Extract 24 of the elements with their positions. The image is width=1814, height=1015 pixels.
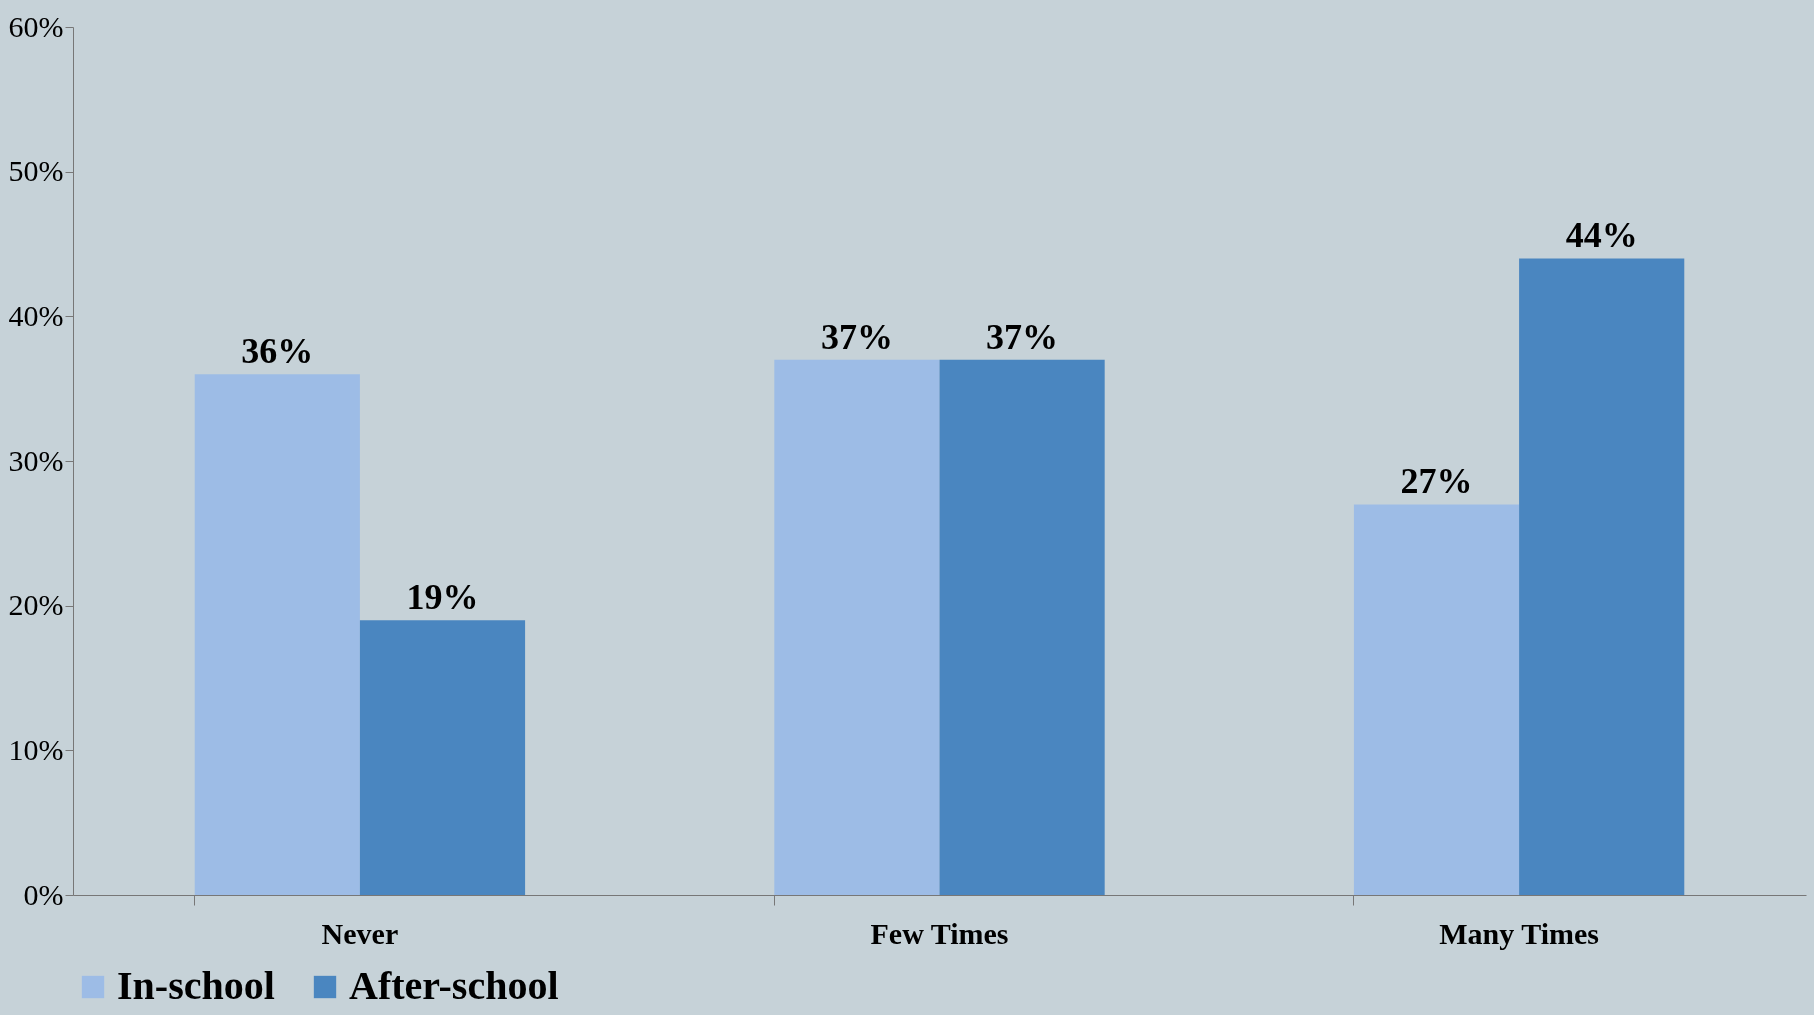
data-label: 19% (406, 577, 479, 618)
bar (774, 359, 940, 895)
y-tick-label: 40% (8, 298, 64, 332)
y-tick-label: 30% (8, 443, 64, 477)
bar (1519, 258, 1685, 895)
y-tick-label: 60% (8, 9, 64, 43)
bar (194, 374, 360, 895)
legend-label: After-school (349, 963, 559, 1008)
x-tick-label: Never (321, 916, 399, 950)
data-label: 44% (1565, 215, 1638, 256)
y-tick-label: 0% (23, 877, 64, 911)
x-tick-label: Few Times (870, 916, 1009, 950)
legend-label: In-school (117, 963, 275, 1008)
data-label: 37% (820, 316, 893, 357)
x-tick-label: Many Times (1439, 916, 1599, 950)
data-label: 36% (241, 331, 314, 372)
y-tick-label: 20% (8, 588, 64, 622)
data-label: 27% (1400, 461, 1473, 502)
bar (359, 620, 526, 895)
bar (1353, 504, 1520, 895)
y-tick-label: 50% (8, 154, 64, 188)
y-tick-label: 10% (8, 732, 64, 766)
bar (939, 359, 1105, 895)
data-label: 37% (986, 316, 1059, 357)
